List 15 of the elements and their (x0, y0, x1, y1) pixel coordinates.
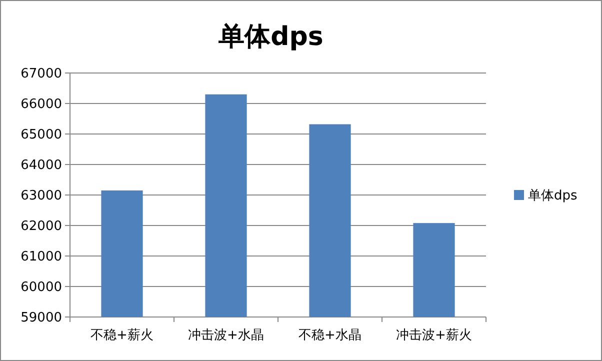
chart-title: 单体dps (218, 22, 324, 52)
y-tick-label: 61000 (20, 250, 62, 265)
y-tick-label: 59000 (20, 310, 62, 326)
x-tick-label: 冲击波+水晶 (188, 328, 264, 343)
y-tick-label: 64000 (20, 158, 62, 174)
legend-label: 单体dps (528, 188, 578, 204)
x-tick-label: 不稳+薪火 (90, 328, 154, 343)
y-tick-label: 60000 (20, 280, 62, 296)
y-tick-label: 67000 (20, 66, 62, 82)
y-tick-label: 66000 (20, 97, 62, 112)
x-tick-label: 冲击波+薪火 (396, 328, 472, 343)
y-tick-label: 63000 (20, 188, 62, 204)
y-tick-label: 62000 (20, 219, 62, 234)
x-tick-label: 不稳+水晶 (298, 328, 362, 343)
y-tick-label: 65000 (20, 128, 62, 143)
